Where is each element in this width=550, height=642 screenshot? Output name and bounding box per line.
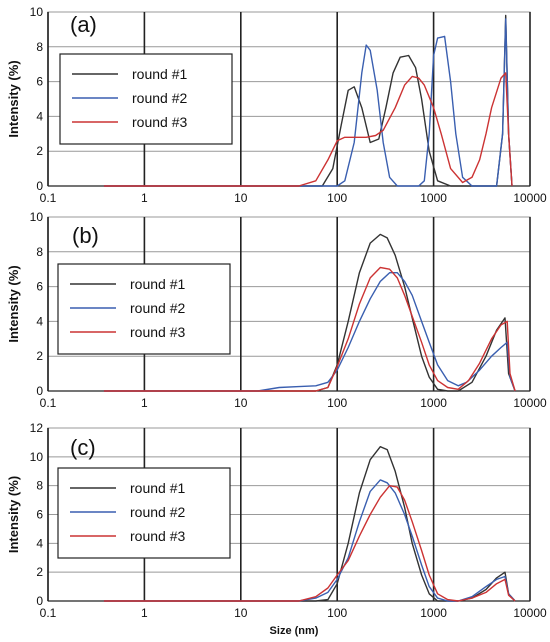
y-tick-label: 6 <box>36 508 43 522</box>
legend: round #1 round #2 round #3 <box>57 467 231 559</box>
y-tick-label: 8 <box>36 479 43 493</box>
x-tick-label: 10 <box>234 396 248 410</box>
x-tick-label: 10000 <box>513 396 547 410</box>
y-tick-label: 8 <box>36 40 43 54</box>
legend-box <box>59 53 233 145</box>
series-line-3 <box>103 485 516 602</box>
legend-box <box>57 467 231 559</box>
x-tick-label: 1 <box>141 606 148 620</box>
x-tick-label: 1000 <box>420 191 447 205</box>
series-line-2 <box>103 18 513 187</box>
legend-label-3: round #3 <box>132 114 187 130</box>
x-tick-label: 1000 <box>420 396 447 410</box>
legend-label-1: round #1 <box>132 66 187 82</box>
legend-label-2: round #2 <box>130 300 185 316</box>
y-tick-label: 2 <box>36 349 43 363</box>
y-tick-label: 4 <box>36 109 43 123</box>
y-tick-label: 10 <box>30 210 44 224</box>
y-axis-label: Intensity (%) <box>6 265 21 342</box>
y-axis-label: Intensity (%) <box>6 476 21 553</box>
panel-label: (c) <box>70 435 96 460</box>
y-tick-label: 0 <box>36 179 43 193</box>
x-tick-label: 100 <box>327 396 347 410</box>
legend-label-2: round #2 <box>132 90 187 106</box>
x-tick-label: 10 <box>234 191 248 205</box>
x-tick-label: 10 <box>234 606 248 620</box>
legend-box <box>57 263 231 355</box>
y-tick-label: 0 <box>36 384 43 398</box>
legend-label-2: round #2 <box>130 504 185 520</box>
y-tick-label: 4 <box>36 314 43 328</box>
y-tick-label: 0 <box>36 594 43 608</box>
chart-panel-3: 0 2 4 6 8 10 12 0.1 1 10 100 1000 10000 Intensity (%)… <box>6 421 547 637</box>
legend: round #1 round #2 round #3 <box>57 263 231 355</box>
panel-label: (a) <box>70 12 97 37</box>
chart-panel-1: 0 2 4 6 8 10 0.1 1 10 100 1000 10000 Intensity (%) (a… <box>6 5 547 205</box>
y-tick-label: 6 <box>36 75 43 89</box>
x-tick-label: 100 <box>327 191 347 205</box>
legend-label-1: round #1 <box>130 480 185 496</box>
series-line-2 <box>103 479 516 602</box>
x-tick-label: 10000 <box>513 606 547 620</box>
y-tick-label: 12 <box>30 421 44 435</box>
x-tick-label: 10000 <box>513 191 547 205</box>
x-tick-label: 1 <box>141 396 148 410</box>
x-tick-label: 0.1 <box>40 606 57 620</box>
x-tick-label: 0.1 <box>40 191 57 205</box>
series-line-3 <box>103 266 516 392</box>
y-axis-label: Intensity (%) <box>6 60 21 137</box>
chart-panel-2: 0 2 4 6 8 10 0.1 1 10 100 1000 10000 Intensity (%) (b… <box>6 210 547 410</box>
x-axis-label: Size (nm) <box>270 625 319 637</box>
series-line-3 <box>103 72 513 187</box>
x-tick-label: 0.1 <box>40 396 57 410</box>
y-tick-label: 4 <box>36 536 43 550</box>
y-tick-label: 8 <box>36 245 43 259</box>
y-tick-label: 2 <box>36 144 43 158</box>
y-tick-label: 6 <box>36 280 43 294</box>
y-tick-label: 2 <box>36 565 43 579</box>
y-tick-label: 10 <box>30 5 44 19</box>
panel-label: (b) <box>72 223 99 248</box>
legend-label-3: round #3 <box>130 324 185 340</box>
x-tick-label: 100 <box>327 606 347 620</box>
series-line-2 <box>103 272 516 392</box>
legend-label-3: round #3 <box>130 528 185 544</box>
x-tick-label: 1000 <box>420 606 447 620</box>
legend: round #1 round #2 round #3 <box>59 53 233 145</box>
y-tick-label: 10 <box>30 450 44 464</box>
x-tick-label: 1 <box>141 191 148 205</box>
legend-label-1: round #1 <box>130 276 185 292</box>
